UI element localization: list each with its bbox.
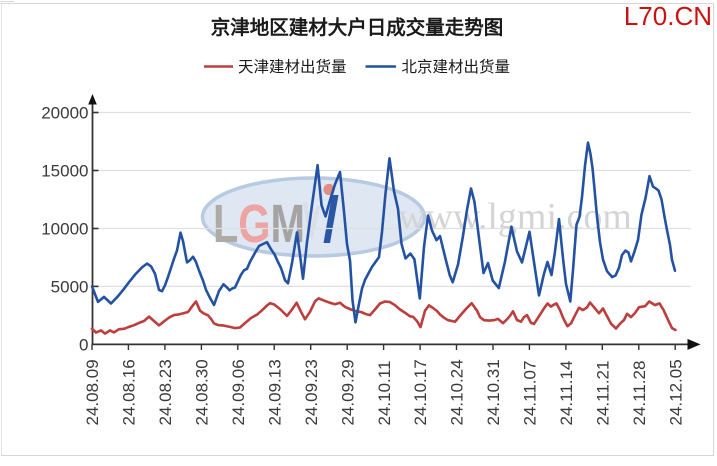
svg-text:24.09.13: 24.09.13 — [265, 359, 284, 425]
svg-text:www.lgmi.com: www.lgmi.com — [398, 196, 632, 238]
svg-text:24.11.21: 24.11.21 — [594, 361, 613, 426]
svg-text:24.09.06: 24.09.06 — [229, 359, 248, 425]
svg-text:24.08.23: 24.08.23 — [156, 359, 175, 425]
svg-text:0: 0 — [79, 335, 88, 354]
svg-text:24.12.05: 24.12.05 — [666, 359, 685, 425]
svg-text:24.10.24: 24.10.24 — [448, 359, 467, 425]
svg-text:24.11.14: 24.11.14 — [557, 361, 576, 426]
svg-text:20000: 20000 — [41, 104, 88, 123]
svg-text:24.11.28: 24.11.28 — [630, 361, 649, 426]
svg-text:24.08.16: 24.08.16 — [120, 359, 139, 425]
svg-text:24.08.09: 24.08.09 — [83, 359, 102, 425]
svg-text:24.10.11: 24.10.11 — [375, 361, 394, 426]
svg-text:京津地区建材大户日成交量走势图: 京津地区建材大户日成交量走势图 — [211, 16, 504, 39]
svg-text:天津建材出货量: 天津建材出货量 — [238, 58, 347, 76]
svg-text:24.08.30: 24.08.30 — [193, 359, 212, 425]
svg-text:10000: 10000 — [41, 220, 88, 239]
svg-text:24.09.29: 24.09.29 — [338, 359, 357, 425]
svg-text:15000: 15000 — [41, 162, 88, 181]
svg-text:24.09.23: 24.09.23 — [302, 359, 321, 425]
svg-text:L70.CN: L70.CN — [624, 1, 712, 31]
svg-text:24.10.17: 24.10.17 — [411, 359, 430, 425]
svg-text:24.11.07: 24.11.07 — [521, 361, 540, 426]
svg-text:24.10.31: 24.10.31 — [484, 359, 503, 425]
svg-text:北京建材出货量: 北京建材出货量 — [402, 58, 511, 76]
svg-text:5000: 5000 — [51, 277, 89, 296]
